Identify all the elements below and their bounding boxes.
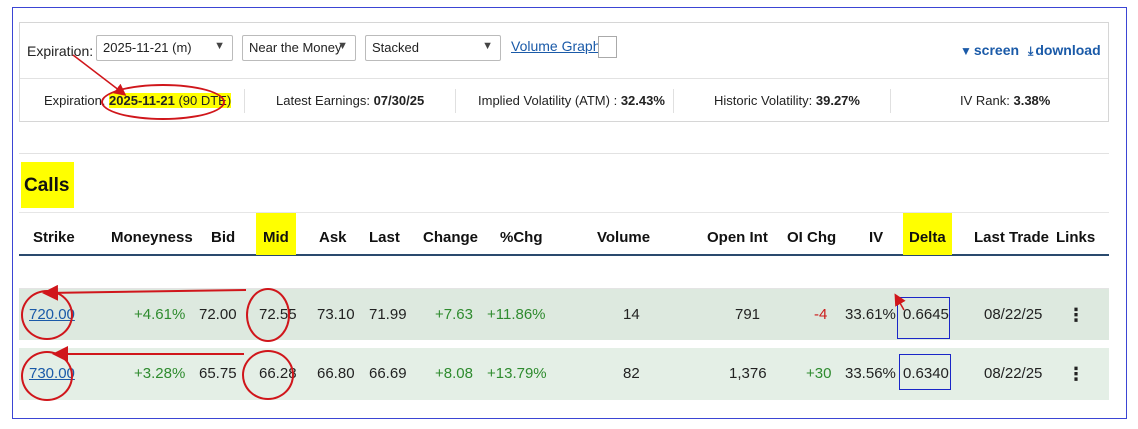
delta-cell: 0.6645 — [903, 306, 949, 323]
toolbar: Expiration: 2025-11-21 (m) ▼ Near the Mo… — [20, 23, 1108, 78]
options-control-panel: Expiration: 2025-11-21 (m) ▼ Near the Mo… — [19, 22, 1109, 122]
summary-expiration-value: 2025-11-21 (90 DTE) — [109, 93, 232, 108]
kebab-menu-icon[interactable]: ⋮ — [1067, 305, 1085, 325]
divider — [890, 89, 891, 113]
col-moneyness[interactable]: Moneyness — [111, 229, 193, 246]
summary-expiration: Expiration: 2025-11-21 (90 DTE) — [44, 93, 232, 108]
earnings-label: Latest Earnings: — [276, 93, 370, 108]
col-pct-chg[interactable]: %Chg — [500, 229, 543, 246]
chevron-down-icon: ▼ — [214, 40, 225, 52]
volume-cell: 14 — [623, 306, 640, 323]
divider — [673, 89, 674, 113]
chevron-down-icon: ▼ — [337, 40, 348, 52]
kebab-menu-icon[interactable]: ⋮ — [1067, 364, 1085, 384]
col-open-int[interactable]: Open Int — [707, 229, 768, 246]
change-cell: +7.63 — [435, 306, 473, 323]
calls-table-header: Strike Moneyness Bid Mid Ask Last Change… — [19, 212, 1109, 256]
col-mid[interactable]: Mid — [256, 213, 296, 255]
expiration-select[interactable]: 2025-11-21 (m) ▼ — [96, 35, 233, 61]
last-trade-cell: 08/22/25 — [984, 306, 1043, 323]
iv-rank-label: IV Rank: — [960, 93, 1010, 108]
moneyness-select-value: Near the Money — [249, 40, 342, 55]
iv-cell: 33.61% — [845, 306, 896, 323]
col-change[interactable]: Change — [423, 229, 479, 246]
implied-volatility-value: 32.43% — [620, 93, 665, 108]
table-row: 730.00 +3.28% 65.75 66.28 66.80 66.69 +8… — [19, 348, 1109, 400]
col-delta[interactable]: Delta — [903, 213, 952, 255]
moneyness-select[interactable]: Near the Money ▼ — [242, 35, 356, 61]
summary-earnings: Latest Earnings: 07/30/25 — [276, 93, 424, 108]
col-ask[interactable]: Ask — [319, 229, 347, 246]
col-volume[interactable]: Volume — [597, 229, 651, 246]
historic-volatility-value: 39.27% — [815, 93, 860, 108]
summary-iv-rank: IV Rank: 3.38% — [960, 93, 1050, 108]
col-bid[interactable]: Bid — [211, 229, 236, 246]
summary-expiration-label: Expiration: — [44, 93, 106, 108]
mid-cell: 72.55 — [259, 306, 297, 323]
calls-heading: Calls — [21, 162, 74, 208]
delta-cell: 0.6340 — [903, 365, 949, 382]
volume-graph-link[interactable]: Volume Graph — [511, 38, 601, 54]
col-links: Links — [1056, 229, 1096, 246]
oi-chg-cell: +30 — [806, 365, 832, 382]
screen-button[interactable]: ▼ screen — [960, 42, 1019, 58]
divider — [244, 89, 245, 113]
annotation-box — [899, 354, 951, 390]
filter-icon: ▼ — [960, 44, 972, 58]
col-strike[interactable]: Strike — [33, 229, 75, 246]
pct-chg-cell: +11.86% — [487, 306, 546, 323]
strike-link[interactable]: 720.00 — [29, 306, 75, 323]
mid-cell: 66.28 — [259, 365, 297, 382]
implied-volatility-label: Implied Volatility (ATM) : — [478, 93, 618, 108]
earnings-value: 07/30/25 — [373, 93, 425, 108]
moneyness-cell: +3.28% — [134, 365, 186, 382]
moneyness-cell: +4.61% — [134, 306, 186, 323]
expiration-date: 2025-11-21 — [109, 93, 175, 108]
col-iv[interactable]: IV — [869, 229, 884, 246]
summary-historic-volatility: Historic Volatility: 39.27% — [714, 93, 860, 108]
bid-cell: 65.75 — [199, 365, 237, 382]
view-select-value: Stacked — [372, 40, 419, 55]
open-int-cell: 791 — [735, 306, 761, 323]
summary-implied-volatility: Implied Volatility (ATM) : 32.43% — [478, 93, 665, 108]
download-icon: ⤓ — [1028, 44, 1034, 58]
chevron-down-icon: ▼ — [482, 40, 493, 52]
iv-rank-value: 3.38% — [1013, 93, 1051, 108]
ask-cell: 66.80 — [317, 365, 355, 382]
col-oi-chg[interactable]: OI Chg — [787, 229, 837, 246]
last-cell: 66.69 — [369, 365, 407, 382]
col-last[interactable]: Last — [369, 229, 400, 246]
historic-volatility-label: Historic Volatility: — [714, 93, 813, 108]
volume-graph-checkbox[interactable] — [598, 36, 617, 58]
expiration-dte: (90 DTE) — [178, 93, 232, 108]
last-cell: 71.99 — [369, 306, 407, 323]
summary-bar: Expiration: 2025-11-21 (90 DTE) Latest E… — [20, 78, 1108, 123]
divider — [455, 89, 456, 113]
annotation-box — [897, 297, 950, 339]
screen-label: screen — [973, 42, 1020, 58]
col-last-trade[interactable]: Last Trade — [974, 229, 1050, 246]
oi-chg-cell: -4 — [814, 306, 828, 323]
iv-cell: 33.56% — [845, 365, 896, 382]
table-row: 720.00 +4.61% 72.00 72.55 73.10 71.99 +7… — [19, 288, 1109, 340]
change-cell: +8.08 — [435, 365, 473, 382]
pct-chg-cell: +13.79% — [487, 365, 547, 382]
bid-cell: 72.00 — [199, 306, 237, 323]
open-int-cell: 1,376 — [729, 365, 767, 382]
view-select[interactable]: Stacked ▼ — [365, 35, 501, 61]
download-label: download — [1035, 42, 1101, 58]
expiration-select-value: 2025-11-21 (m) — [103, 40, 192, 55]
strike-link[interactable]: 730.00 — [29, 365, 75, 382]
expiration-label: Expiration: — [27, 43, 94, 59]
last-trade-cell: 08/22/25 — [984, 365, 1043, 382]
calls-section: Calls Strike Moneyness Bid Mid Ask Last … — [19, 153, 1109, 401]
download-button[interactable]: ⤓ download — [1028, 42, 1101, 59]
ask-cell: 73.10 — [317, 306, 355, 323]
volume-cell: 82 — [623, 365, 640, 382]
